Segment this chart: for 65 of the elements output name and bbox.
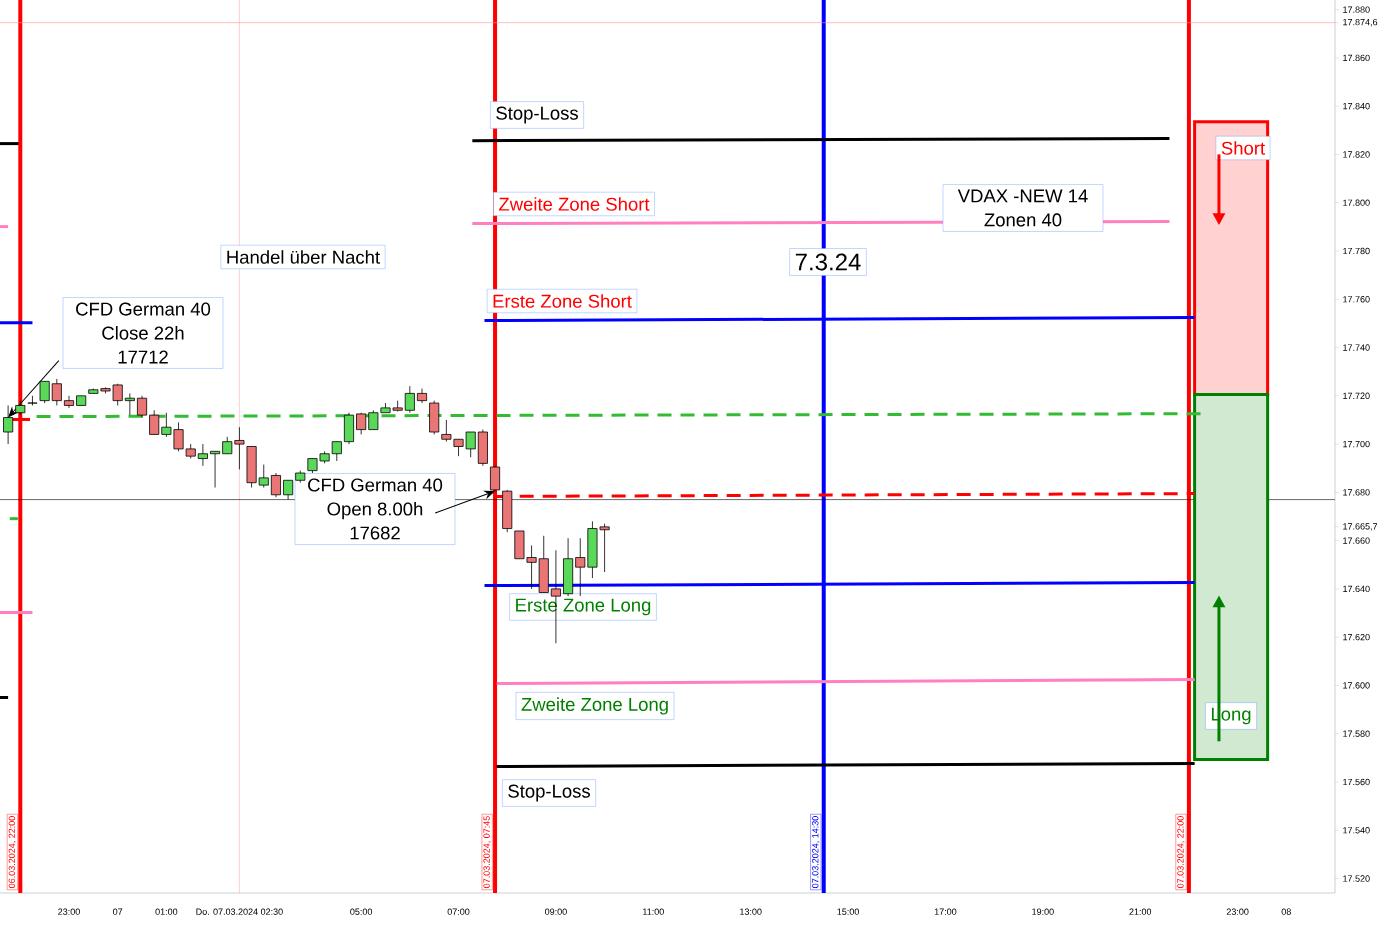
annotation: Zweite Zone Short bbox=[499, 197, 650, 211]
x-tick-label: 08 bbox=[1281, 908, 1291, 915]
y-tick-label: 17.880 bbox=[1343, 6, 1370, 13]
candlestick bbox=[3, 405, 14, 445]
candlestick bbox=[331, 441, 342, 462]
candlestick bbox=[197, 443, 208, 467]
y-tick-label: 17.780 bbox=[1343, 247, 1370, 255]
y-tick-label: 17.580 bbox=[1343, 730, 1370, 737]
annotation: Handel über Nacht bbox=[227, 250, 380, 264]
x-tick-label: 23:00 bbox=[58, 908, 80, 915]
y-tick-label: 17.700 bbox=[1343, 440, 1370, 448]
candlestick bbox=[404, 385, 415, 414]
y-tick-label: 17.620 bbox=[1343, 633, 1370, 641]
annotation: Zweite Zone Long bbox=[521, 697, 668, 715]
x-tick-label: Do. 07.03.2024 02:30 bbox=[196, 908, 283, 915]
x-tick-label: 21:00 bbox=[1129, 908, 1152, 915]
candlestick bbox=[124, 393, 135, 416]
annotation: CFD German 40 Open 8.00h 17682 bbox=[308, 478, 443, 540]
x-tick-label: 19:00 bbox=[1032, 908, 1054, 915]
annotation: Erste Zone Long bbox=[516, 598, 651, 616]
y-tick-label: 17.720 bbox=[1343, 392, 1370, 399]
x-tick-label: 11:00 bbox=[643, 908, 664, 915]
y-tick-label: 17.640 bbox=[1343, 585, 1370, 593]
y-tick-label: 17.820 bbox=[1343, 151, 1370, 158]
annotation: 7.3.24 bbox=[795, 253, 861, 271]
annotation: Stop-Loss bbox=[496, 106, 578, 124]
candlestick bbox=[51, 378, 62, 406]
annotation: Stop-Loss bbox=[508, 784, 590, 802]
y-tick-label: 17.800 bbox=[1343, 199, 1370, 206]
ref-line-label: 07.03.2024, 07:45 bbox=[483, 816, 491, 888]
annotation: CFD German 40 Close 22h 17712 bbox=[76, 302, 211, 364]
y-tick-label: 17.760 bbox=[1343, 296, 1370, 303]
annotation: Short bbox=[1221, 141, 1265, 155]
x-tick-label: 07:00 bbox=[447, 908, 470, 915]
y-tick-label: 17.540 bbox=[1343, 827, 1370, 834]
x-tick-label: 23:00 bbox=[1226, 908, 1249, 915]
annotation: VDAX -NEW 14 Zonen 40 bbox=[957, 189, 1088, 227]
candlestick bbox=[63, 395, 75, 409]
y-tick-label: 17.520 bbox=[1343, 875, 1370, 882]
x-tick-label: 17:00 bbox=[934, 908, 957, 915]
y-tick-label: 17.665,7 bbox=[1343, 523, 1378, 531]
candlestick bbox=[270, 472, 281, 498]
x-tick-label: 07 bbox=[113, 908, 123, 915]
candlestick bbox=[416, 388, 428, 404]
annotation: Erste Zone Short bbox=[493, 294, 632, 308]
y-tick-label: 17.600 bbox=[1343, 682, 1370, 689]
x-tick-label: 05:00 bbox=[350, 908, 373, 915]
y-tick-label: 17.680 bbox=[1343, 489, 1370, 496]
y-tick-label: 17.660 bbox=[1343, 537, 1370, 544]
ref-line-label: 07.03.2024, 14:30 bbox=[812, 816, 820, 888]
y-tick-label: 17.874,6 bbox=[1343, 18, 1378, 27]
x-tick-label: 01:00 bbox=[155, 908, 178, 915]
candlestick bbox=[39, 380, 50, 404]
candlestick bbox=[137, 395, 148, 418]
y-tick-label: 17.740 bbox=[1343, 344, 1370, 351]
y-tick-label: 17.560 bbox=[1343, 778, 1370, 786]
candlestick bbox=[149, 409, 160, 435]
candlestick bbox=[210, 450, 221, 488]
y-tick-label: 17.860 bbox=[1343, 54, 1370, 62]
y-tick-label: 17.840 bbox=[1343, 103, 1370, 110]
ref-line-label: 07.03.2024, 22:00 bbox=[1177, 816, 1185, 888]
x-tick-label: 15:00 bbox=[837, 908, 859, 915]
x-tick-label: 09:00 bbox=[545, 908, 567, 915]
x-tick-label: 13:00 bbox=[740, 908, 762, 915]
ref-line-label: 06.03.2024, 22:00 bbox=[8, 816, 17, 888]
